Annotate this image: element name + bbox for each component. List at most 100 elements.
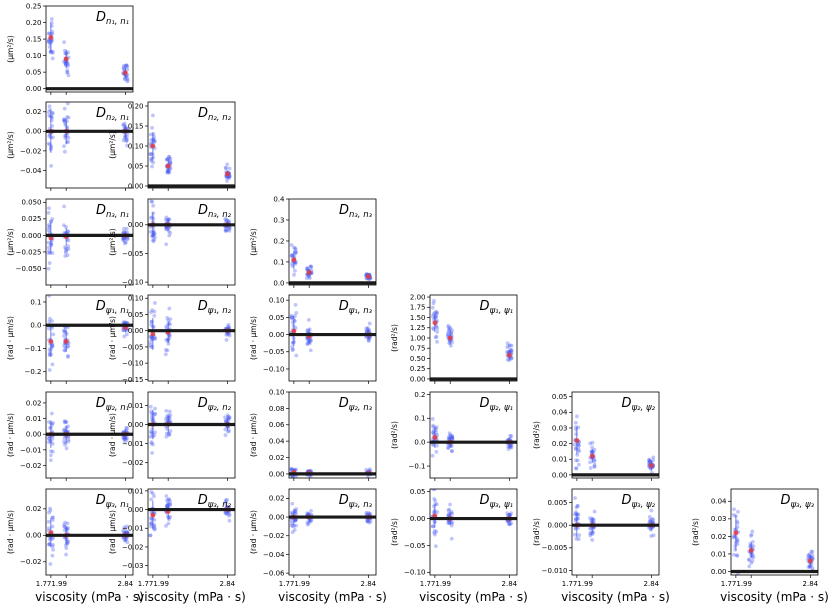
y-tick-label: 0.00 (26, 431, 42, 439)
data-point (307, 274, 312, 279)
plot-area (148, 199, 235, 247)
y-tick-label: −0.1 (409, 462, 426, 470)
data-point (125, 78, 130, 82)
data-point (577, 443, 582, 448)
data-point (649, 508, 654, 513)
data-point (292, 523, 296, 528)
y-tick-label: 0.00 (269, 470, 285, 478)
y-axis-label: (rad²/s) (390, 518, 399, 546)
y-tick-label: 0.00 (128, 327, 144, 335)
y-tick-label: 0.01 (26, 415, 42, 423)
data-point (592, 464, 597, 469)
data-point (293, 247, 298, 252)
data-point (125, 135, 129, 140)
data-point (647, 519, 652, 524)
data-point (649, 534, 654, 538)
plot-area (430, 417, 517, 458)
data-point (150, 319, 154, 324)
y-tick-label: 0.01 (128, 402, 144, 410)
data-point (63, 133, 68, 138)
data-point (309, 338, 313, 343)
data-point (66, 115, 71, 120)
data-point (435, 339, 439, 344)
data-point (168, 322, 172, 327)
data-point (227, 228, 232, 233)
data-point (165, 339, 170, 343)
y-tick-label: −0.2 (25, 368, 42, 376)
data-point (434, 309, 438, 314)
y-tick-label: −0.01 (122, 440, 143, 448)
data-point (431, 431, 436, 435)
data-point (506, 447, 511, 452)
panel-4-2: 0.00 0.02 0.04 0.06 0.08 0.10 (rad · μm/s) Dψ₂,… (249, 388, 377, 481)
panel-2-1: −0.10 −0.05 0.00 (μm²/s) Dn₃, n₂ (108, 198, 236, 288)
y-axis-label: (μm²/s) (108, 228, 117, 255)
plot-area (289, 466, 376, 478)
y-tick-label: 0.10 (26, 52, 42, 60)
data-point (305, 329, 310, 334)
data-point (164, 524, 168, 528)
data-point (63, 420, 67, 425)
data-point (435, 326, 440, 331)
data-point (151, 203, 156, 208)
data-point (294, 512, 299, 516)
data-point (149, 345, 154, 350)
y-tick-label: 0.01 (552, 456, 568, 464)
data-point (806, 565, 811, 569)
axes-frame (730, 488, 819, 576)
data-point (150, 427, 155, 431)
data-point (306, 521, 311, 526)
panel-title: Dψ₃, n₃ (339, 493, 373, 510)
data-point (46, 210, 51, 215)
data-point (121, 236, 125, 241)
axes-frame (147, 391, 236, 479)
data-point (446, 521, 450, 525)
data-point (507, 349, 512, 354)
data-point (509, 511, 514, 516)
y-tick-label: 0.00 (410, 375, 426, 383)
y-axis-label: (rad · μm/s) (6, 316, 15, 360)
data-point (62, 204, 66, 209)
data-point (49, 163, 54, 168)
data-point (66, 238, 71, 243)
data-point (164, 217, 168, 222)
y-tick-label: −0.05 (122, 250, 143, 258)
data-point (66, 62, 71, 67)
data-point (305, 265, 310, 270)
data-point (365, 326, 370, 330)
axes-frame (45, 5, 134, 93)
data-point (507, 343, 512, 348)
data-point (49, 242, 54, 247)
y-tick-label: −0.050 (16, 265, 42, 273)
data-point (432, 311, 437, 315)
data-point (149, 323, 154, 327)
panel-3-1: −0.15 −0.10 −0.05 0.00 0.05 0.10 (rad · μm/s) D… (108, 294, 236, 384)
data-point (731, 535, 736, 540)
data-point (806, 554, 811, 559)
data-point (223, 216, 228, 221)
data-point (48, 506, 52, 511)
y-tick-label: 1.00 (410, 334, 426, 342)
data-point (50, 553, 55, 558)
data-point (164, 242, 169, 247)
data-point (49, 20, 54, 25)
data-point (48, 562, 53, 566)
panel-title: Dn₃, n₂ (198, 203, 232, 220)
data-point (124, 139, 129, 144)
data-point (168, 231, 173, 235)
plot-area (289, 303, 376, 358)
data-point (305, 341, 310, 346)
data-point (62, 330, 67, 335)
y-tick-label: 0.05 (552, 393, 568, 401)
data-point (224, 166, 228, 171)
data-point (227, 176, 231, 180)
data-point (121, 236, 126, 241)
y-tick-label: −0.025 (16, 248, 42, 256)
mean-marker (447, 335, 453, 341)
y-tick-label: −0.03 (122, 562, 143, 570)
data-point (309, 518, 314, 522)
x-tick-label: 1.771.99 (138, 580, 169, 588)
data-point (125, 76, 130, 81)
data-point (430, 314, 435, 319)
data-point (122, 439, 127, 444)
